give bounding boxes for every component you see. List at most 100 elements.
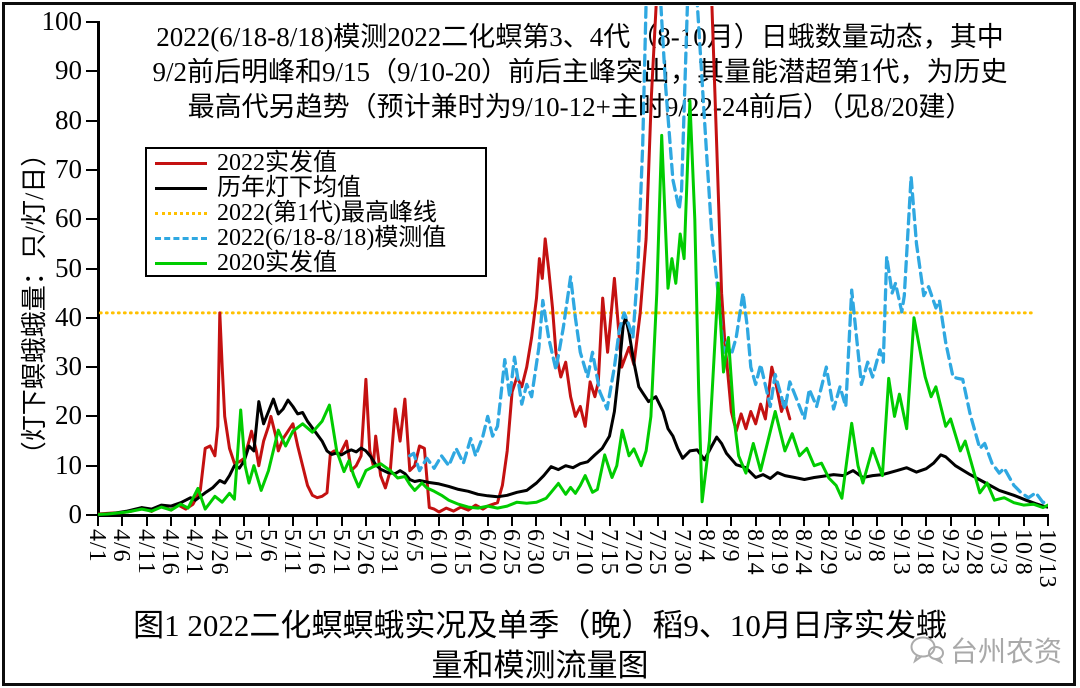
legend-item: 历年灯下均值 [153, 176, 485, 201]
x-tick [949, 515, 952, 526]
legend-item-label: 2022(第1代)最高峰线 [217, 200, 437, 226]
x-tick [438, 515, 441, 526]
x-tick-label: 10/8 [1009, 529, 1036, 576]
x-axis-line [97, 514, 1049, 517]
legend-item: 2022(6/18-8/18)模测值 [153, 226, 485, 251]
y-tick-label: 50 [55, 252, 82, 283]
legend-item-label: 2022(6/18-8/18)模测值 [217, 225, 447, 251]
legend-item: 2022实发值 [153, 151, 485, 176]
caption-line2: 量和模测流量图 [431, 648, 649, 683]
x-tick-label: 7/30 [668, 529, 695, 576]
x-tick-label: 5/26 [351, 529, 378, 576]
x-tick-label: 8/9 [717, 529, 744, 563]
x-tick [170, 515, 173, 526]
legend-item-label: 历年灯下均值 [217, 175, 361, 201]
legend-line-sample [155, 187, 207, 190]
x-tick-label: 7/10 [571, 529, 598, 576]
x-tick [462, 515, 465, 526]
x-tick [97, 515, 99, 526]
x-tick [998, 515, 1001, 526]
x-tick [632, 515, 635, 526]
x-tick [535, 515, 538, 526]
x-tick [1047, 515, 1049, 526]
y-tick [86, 514, 98, 516]
legend-item-label: 2020实发值 [217, 250, 337, 276]
x-tick [681, 515, 684, 526]
x-tick-label: 5/1 [230, 529, 257, 563]
x-tick-label: 8/29 [814, 529, 841, 576]
x-tick [827, 515, 830, 526]
y-tick-label: 30 [55, 351, 82, 382]
x-tick-label: 9/28 [960, 529, 987, 576]
x-tick [316, 515, 319, 526]
legend-line-sample [155, 162, 207, 165]
x-tick-label: 7/5 [546, 529, 573, 563]
x-tick-label: 9/18 [912, 529, 939, 576]
x-tick-label: 4/1 [84, 529, 110, 563]
x-tick-label: 6/5 [400, 529, 427, 563]
y-tick-label: 100 [41, 6, 83, 36]
x-tick-label: 7/25 [644, 529, 671, 576]
legend-line-sample [155, 237, 207, 240]
y-tick-label: 90 [55, 55, 82, 86]
watermark-text: 台州农资 [949, 636, 1062, 667]
watermark: 台州农资 [910, 630, 1062, 670]
y-tick-label: 10 [55, 449, 82, 480]
y-tick-label: 0 [68, 499, 83, 529]
y-tick [86, 415, 98, 418]
x-tick-label: 5/11 [278, 529, 305, 575]
chart-title-line1: 2022(6/18-8/18)模测2022二化螟第3、4代（8-10月）日蛾数量… [156, 22, 1004, 52]
x-tick [389, 515, 392, 526]
legend-line-sample [155, 262, 207, 265]
x-tick-label: 5/31 [376, 529, 403, 576]
x-tick-label: 9/23 [936, 529, 963, 576]
x-tick-label: 6/15 [449, 529, 476, 576]
x-tick [121, 515, 124, 526]
legend-line-sample [155, 212, 207, 215]
x-tick-label: 4/6 [108, 529, 135, 563]
x-tick-label: 4/21 [181, 529, 208, 576]
legend-item-label: 2022实发值 [217, 150, 337, 176]
x-tick-label: 4/16 [157, 529, 184, 576]
x-tick-label: 8/4 [692, 529, 719, 563]
x-tick [559, 515, 562, 526]
x-tick-label: 9/13 [887, 529, 914, 576]
x-tick-label: 6/30 [522, 529, 549, 576]
y-tick [86, 119, 98, 122]
y-tick [86, 464, 98, 467]
x-tick [291, 515, 294, 526]
x-tick-label: 8/14 [741, 529, 768, 576]
x-tick [364, 515, 367, 526]
x-tick-label: 8/24 [790, 529, 817, 576]
x-tick [145, 515, 148, 526]
x-tick [413, 515, 416, 526]
x-tick [657, 515, 660, 526]
x-tick-label: 5/16 [303, 529, 330, 576]
y-tick [86, 316, 98, 319]
x-tick [900, 515, 903, 526]
x-tick [194, 515, 197, 526]
x-tick [608, 515, 611, 526]
x-tick [267, 515, 270, 526]
y-tick [86, 267, 98, 270]
legend: 2022实发值 历年灯下均值 2022(第1代)最高峰线 2022(6/18-8/18… [145, 147, 487, 277]
x-tick [730, 515, 733, 526]
x-tick [705, 515, 708, 526]
chart-title: 2022(6/18-8/18)模测2022二化螟第3、4代（8-10月）日蛾数量… [105, 20, 1055, 125]
y-tick [86, 168, 98, 171]
chart-title-line3: 最高代另趋势（预计兼时为9/10-12+主时9/22-24前后）（见8/20建） [187, 92, 973, 122]
x-tick [218, 515, 221, 526]
x-tick [852, 515, 855, 526]
y-tick-label: 40 [55, 301, 82, 332]
x-tick-label: 6/10 [425, 529, 452, 576]
x-tick-label: 5/21 [327, 529, 354, 576]
legend-item: 2020实发值 [153, 251, 485, 276]
x-tick [243, 515, 246, 526]
x-tick-label: 10/3 [985, 529, 1012, 576]
x-tick-label: 8/19 [766, 529, 793, 576]
y-tick [86, 218, 98, 221]
y-tick-label: 70 [55, 153, 82, 184]
x-tick [973, 515, 976, 526]
x-tick [754, 515, 757, 526]
y-tick-label: 80 [55, 104, 82, 135]
